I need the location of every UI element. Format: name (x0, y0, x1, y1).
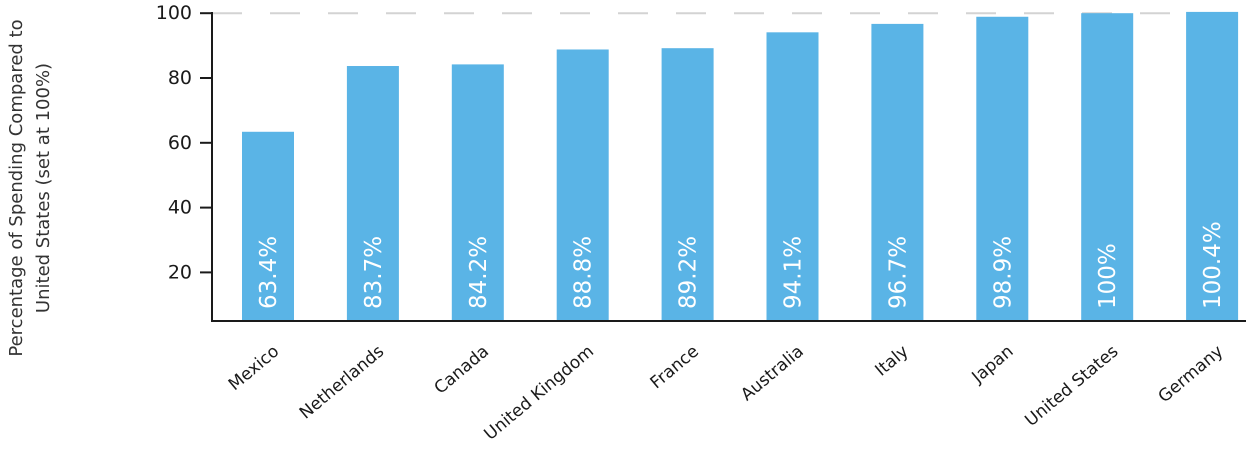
x-tick-label: Japan (968, 342, 1018, 388)
bar-germany (1186, 11, 1239, 322)
y-tick-label: 60 (168, 132, 192, 154)
bar-canada (451, 64, 504, 321)
bar-value-label: 88.8% (571, 236, 597, 309)
y-axis-title: Percentage of Spending Compared to Unite… (6, 19, 54, 356)
bar-united-states (1081, 13, 1134, 321)
y-tick-label: 40 (168, 197, 192, 219)
bar-value-label: 63.4% (256, 236, 282, 309)
bar-australia (766, 32, 819, 321)
x-tick-label: Italy (871, 342, 912, 381)
bar-value-label: 89.2% (676, 236, 702, 309)
x-tick-label: Mexico (225, 342, 283, 395)
bar-value-label: 96.7% (885, 236, 911, 309)
bar-mexico (242, 131, 294, 321)
y-axis-title-line-2: United States (set at 100%) (33, 63, 54, 313)
bar-netherlands (346, 66, 399, 322)
bar-value-label: 100.4% (1200, 221, 1226, 309)
x-tick-label: Netherlands (296, 341, 388, 423)
y-axis-title-line-1: Percentage of Spending Compared to (6, 19, 27, 356)
y-tick-labels: 20 40 60 80 100 (156, 2, 212, 283)
x-tick-label: United States (1021, 341, 1122, 430)
x-tick-label: Australia (737, 342, 807, 406)
y-tick-label: 80 (168, 67, 192, 89)
x-tick-label: France (647, 342, 703, 394)
bars-layer: 63.4% 83.7% 84.2% 88.8% 89.2% 94.1% 96.7% 98.9%… (242, 11, 1239, 322)
x-tick-label: Canada (431, 342, 493, 399)
bar-value-label: 84.2% (466, 236, 492, 309)
x-tick-label: Germany (1155, 342, 1228, 408)
bar-japan (976, 16, 1029, 321)
bar-france (661, 48, 714, 321)
axis-layer (211, 12, 1246, 322)
bar-united-kingdom (556, 49, 609, 321)
x-tick-label: United Kingdom (481, 342, 598, 445)
y-tick-label: 100 (156, 2, 192, 24)
bar-value-label: 83.7% (361, 236, 387, 309)
y-tick-label: 20 (168, 261, 192, 283)
bar-value-label: 94.1% (781, 236, 807, 309)
bar-value-label: 100% (1095, 243, 1121, 309)
bar-value-label: 98.9% (990, 236, 1016, 309)
bar-italy (871, 23, 924, 322)
